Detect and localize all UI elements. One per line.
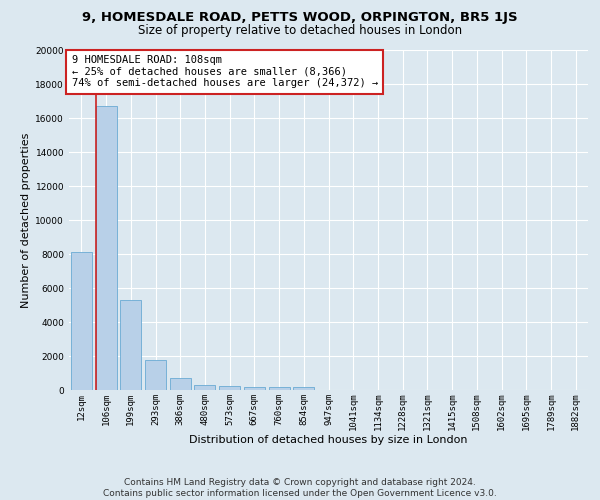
Text: Size of property relative to detached houses in London: Size of property relative to detached ho… bbox=[138, 24, 462, 37]
Bar bbox=[120, 300, 141, 390]
Bar bbox=[71, 252, 92, 390]
Bar bbox=[219, 386, 240, 390]
Bar bbox=[95, 106, 116, 390]
Bar bbox=[269, 387, 290, 390]
Text: 9 HOMESDALE ROAD: 108sqm
← 25% of detached houses are smaller (8,366)
74% of sem: 9 HOMESDALE ROAD: 108sqm ← 25% of detach… bbox=[71, 55, 378, 88]
Bar bbox=[145, 360, 166, 390]
Text: 9, HOMESDALE ROAD, PETTS WOOD, ORPINGTON, BR5 1JS: 9, HOMESDALE ROAD, PETTS WOOD, ORPINGTON… bbox=[82, 11, 518, 24]
Bar bbox=[293, 388, 314, 390]
Y-axis label: Number of detached properties: Number of detached properties bbox=[21, 132, 31, 308]
Text: Contains HM Land Registry data © Crown copyright and database right 2024.
Contai: Contains HM Land Registry data © Crown c… bbox=[103, 478, 497, 498]
Bar bbox=[194, 384, 215, 390]
Bar bbox=[244, 386, 265, 390]
X-axis label: Distribution of detached houses by size in London: Distribution of detached houses by size … bbox=[189, 434, 468, 444]
Bar bbox=[170, 378, 191, 390]
